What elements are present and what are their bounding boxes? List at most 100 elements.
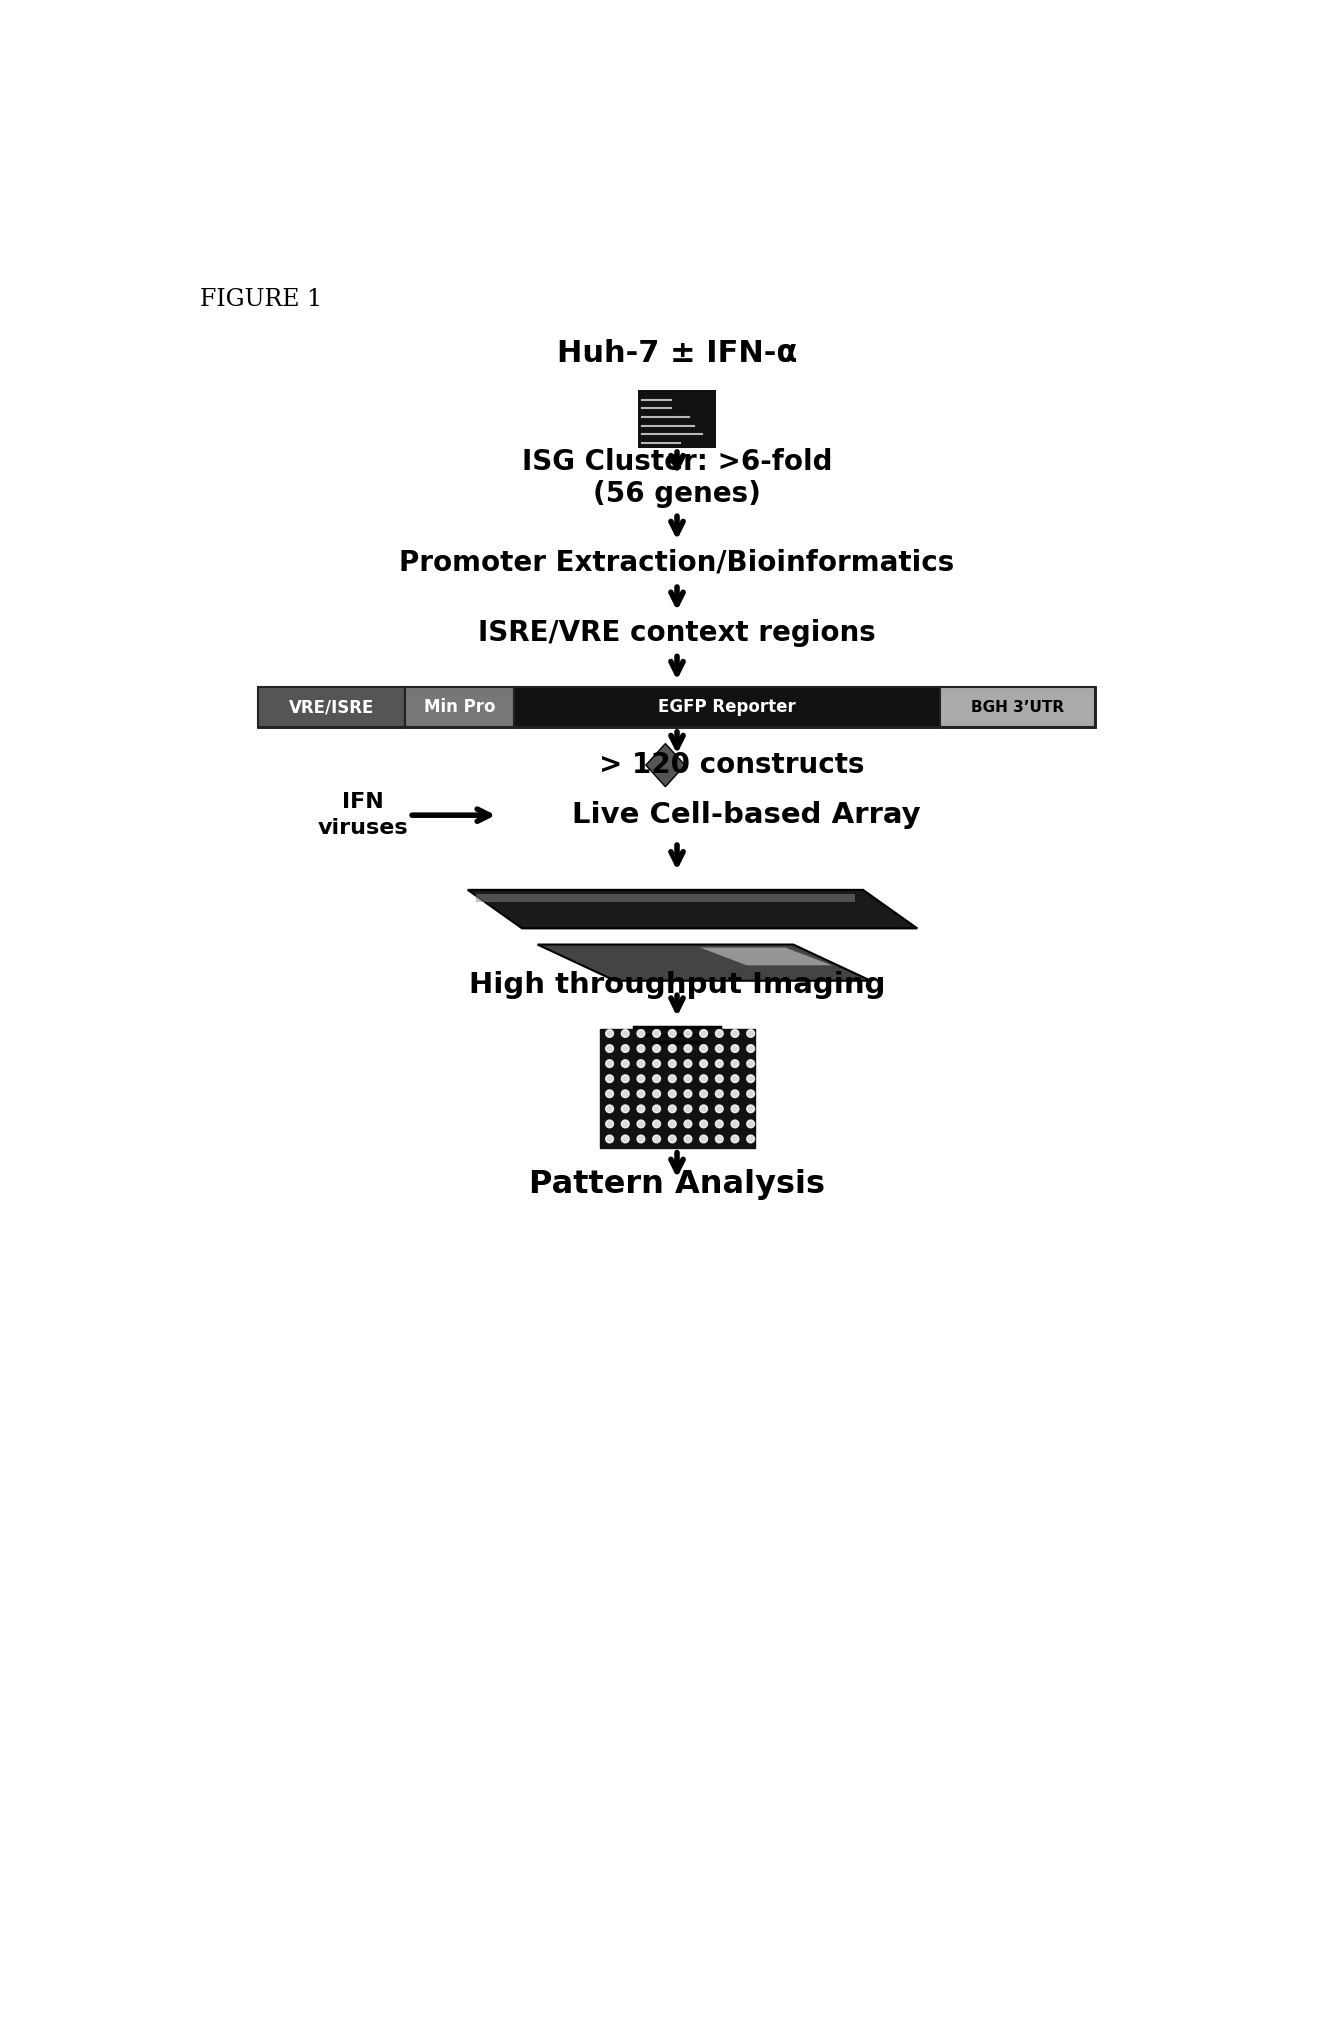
Circle shape [637,1120,645,1128]
Text: ISG Cluster: >6-fold
(56 genes): ISG Cluster: >6-fold (56 genes) [522,447,832,508]
Circle shape [746,1044,754,1053]
Bar [941,687,1095,727]
Circle shape [731,1120,738,1128]
Circle shape [731,1105,738,1114]
Text: VRE/ISRE: VRE/ISRE [289,699,374,717]
Circle shape [716,1075,723,1083]
Circle shape [668,1120,676,1128]
Circle shape [621,1120,629,1128]
Circle shape [700,1089,708,1097]
Circle shape [731,1061,738,1067]
Circle shape [606,1105,613,1114]
Circle shape [637,1105,645,1114]
Bar [258,687,1095,727]
Circle shape [684,1120,692,1128]
Circle shape [700,1136,708,1142]
Circle shape [606,1120,613,1128]
Circle shape [606,1089,613,1097]
Circle shape [684,1075,692,1083]
Circle shape [653,1075,660,1083]
Circle shape [637,1089,645,1097]
Circle shape [716,1136,723,1142]
Circle shape [606,1030,613,1036]
Text: Huh-7 ± IFN-α: Huh-7 ± IFN-α [557,339,797,368]
Text: BGH 3’UTR: BGH 3’UTR [971,699,1065,715]
Circle shape [716,1089,723,1097]
Circle shape [637,1030,645,1036]
Circle shape [621,1061,629,1067]
Bar [258,687,406,727]
Circle shape [746,1089,754,1097]
Circle shape [637,1044,645,1053]
Polygon shape [646,744,684,786]
Text: IFN: IFN [342,792,383,813]
Circle shape [606,1044,613,1053]
Circle shape [731,1089,738,1097]
Text: Promoter Extraction/Bioinformatics: Promoter Extraction/Bioinformatics [399,549,955,577]
Text: EGFP Reporter: EGFP Reporter [658,699,795,717]
Circle shape [716,1105,723,1114]
Text: FIGURE 1: FIGURE 1 [199,289,322,311]
Bar [600,1028,754,1148]
Circle shape [668,1089,676,1097]
Text: Min Pro: Min Pro [424,699,495,717]
Circle shape [700,1120,708,1128]
Polygon shape [700,947,832,965]
Circle shape [606,1136,613,1142]
Circle shape [668,1044,676,1053]
Circle shape [700,1044,708,1053]
Circle shape [684,1030,692,1036]
Circle shape [746,1075,754,1083]
Circle shape [653,1120,660,1128]
Circle shape [716,1030,723,1036]
Circle shape [731,1030,738,1036]
Circle shape [746,1105,754,1114]
Circle shape [700,1030,708,1036]
Circle shape [746,1061,754,1067]
Circle shape [731,1136,738,1142]
Circle shape [653,1030,660,1036]
Circle shape [637,1075,645,1083]
Circle shape [668,1105,676,1114]
Circle shape [621,1030,629,1036]
Circle shape [731,1044,738,1053]
Circle shape [700,1105,708,1114]
Polygon shape [538,945,871,981]
Text: Pattern Analysis: Pattern Analysis [528,1168,826,1201]
Circle shape [621,1105,629,1114]
Circle shape [621,1044,629,1053]
Text: > 120 constructs: > 120 constructs [598,752,864,778]
Circle shape [653,1044,660,1053]
Text: High throughput Imaging: High throughput Imaging [469,971,885,998]
Circle shape [621,1089,629,1097]
Circle shape [606,1061,613,1067]
Circle shape [684,1061,692,1067]
Polygon shape [468,890,917,929]
Circle shape [716,1061,723,1067]
Circle shape [668,1075,676,1083]
Circle shape [746,1120,754,1128]
Circle shape [700,1075,708,1083]
Circle shape [606,1075,613,1083]
Circle shape [700,1061,708,1067]
Bar [514,687,941,727]
Circle shape [637,1061,645,1067]
Circle shape [684,1089,692,1097]
Circle shape [684,1136,692,1142]
Polygon shape [476,894,855,902]
Bar [406,687,514,727]
Circle shape [621,1075,629,1083]
Circle shape [668,1030,676,1036]
Circle shape [716,1120,723,1128]
Circle shape [746,1030,754,1036]
Circle shape [746,1136,754,1142]
Text: ISRE/VRE context regions: ISRE/VRE context regions [478,618,876,646]
Circle shape [731,1075,738,1083]
Circle shape [716,1044,723,1053]
Circle shape [684,1044,692,1053]
Bar [638,390,716,447]
Circle shape [653,1105,660,1114]
Circle shape [621,1136,629,1142]
Circle shape [653,1089,660,1097]
Circle shape [684,1105,692,1114]
